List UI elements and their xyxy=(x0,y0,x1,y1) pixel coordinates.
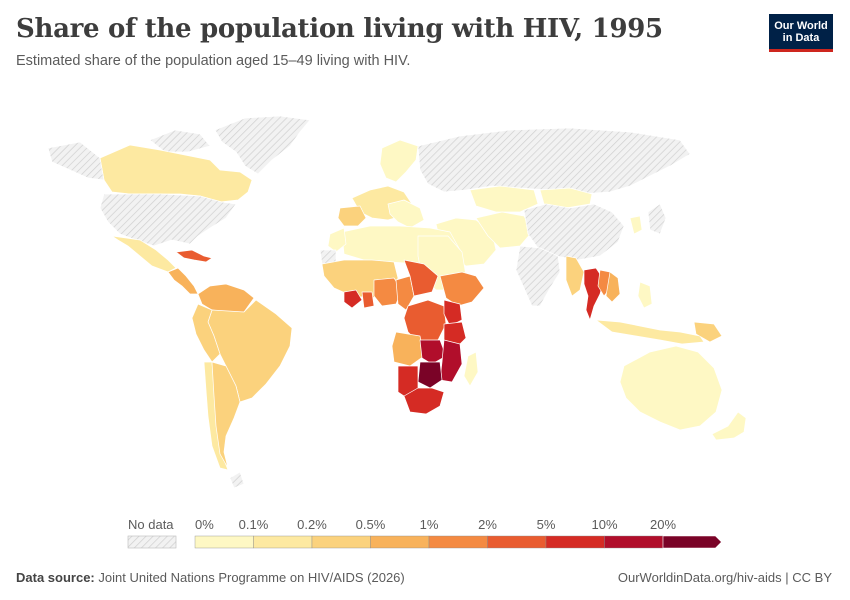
chart-subtitle: Estimated share of the population aged 1… xyxy=(16,53,411,69)
italy-balkans[interactable] xyxy=(387,199,425,229)
angola[interactable] xyxy=(391,331,425,367)
legend-no-data-swatch[interactable] xyxy=(127,535,177,549)
argentina[interactable] xyxy=(211,361,241,469)
malawi-mozambique[interactable] xyxy=(439,339,463,383)
korea[interactable] xyxy=(629,215,643,235)
iberia[interactable] xyxy=(337,205,367,227)
logo-line-1: Our World xyxy=(774,19,828,32)
logo-line-2: in Data xyxy=(782,31,820,44)
legend-threshold-label: 1% xyxy=(420,517,439,532)
legend-threshold-label: 0.1% xyxy=(239,517,269,532)
australia[interactable] xyxy=(619,345,723,431)
legend-bin-3[interactable] xyxy=(370,535,430,549)
vietnam[interactable] xyxy=(605,271,621,303)
legend-threshold-label: 0% xyxy=(195,517,214,532)
peru-bolivia[interactable] xyxy=(191,303,221,363)
source-link[interactable]: OurWorldinData.org/hiv-aids | CC BY xyxy=(617,570,832,585)
legend-bin-1[interactable] xyxy=(253,535,313,549)
arctic-canada-islands[interactable] xyxy=(149,129,211,153)
legend-threshold-label: 20% xyxy=(650,517,676,532)
japan[interactable] xyxy=(647,203,667,235)
legend-bin-6[interactable] xyxy=(545,535,605,549)
legend-no-data-label: No data xyxy=(128,517,174,532)
ghana-togo[interactable] xyxy=(361,291,375,309)
legend-bin-7[interactable] xyxy=(604,535,664,549)
legend-threshold-label: 10% xyxy=(591,517,617,532)
india[interactable] xyxy=(515,245,561,307)
scandinavia[interactable] xyxy=(379,139,419,183)
cameroon[interactable] xyxy=(395,275,415,311)
papua-new-guinea[interactable] xyxy=(693,321,723,343)
madagascar[interactable] xyxy=(463,351,479,387)
legend-threshold-label: 2% xyxy=(478,517,497,532)
malaysia-indonesia[interactable] xyxy=(595,319,705,345)
legend-labels: 0% 0.1% 0.2% 0.5% 1% 2% 5% 10% 20% xyxy=(195,517,676,532)
myanmar[interactable] xyxy=(565,255,585,297)
caribbean[interactable] xyxy=(175,249,213,263)
morocco[interactable] xyxy=(327,227,347,253)
zambia[interactable] xyxy=(419,339,447,365)
legend-bin-0[interactable] xyxy=(194,535,254,549)
russia[interactable] xyxy=(417,127,691,195)
zimbabwe-botswana[interactable] xyxy=(417,361,443,389)
legend-bin-5[interactable] xyxy=(487,535,547,549)
alaska[interactable] xyxy=(47,141,105,181)
legend-threshold-label: 0.5% xyxy=(356,517,386,532)
legend-bin-4[interactable] xyxy=(428,535,488,549)
kazakhstan[interactable] xyxy=(469,185,539,213)
world-map xyxy=(47,115,747,489)
legend-threshold-label: 5% xyxy=(537,517,556,532)
owid-logo[interactable]: Our World in Data xyxy=(769,14,833,52)
ethiopia-somalia[interactable] xyxy=(439,271,485,307)
ivory-coast[interactable] xyxy=(343,289,363,309)
new-zealand[interactable] xyxy=(711,411,747,441)
central-america[interactable] xyxy=(167,267,199,295)
greenland[interactable] xyxy=(214,115,311,175)
south-africa[interactable] xyxy=(403,387,445,415)
united-states[interactable] xyxy=(99,193,237,247)
data-source-label: Data source: xyxy=(16,570,95,585)
mongolia[interactable] xyxy=(539,187,593,209)
legend-bin-2[interactable] xyxy=(311,535,371,549)
legend-threshold-label: 0.2% xyxy=(297,517,327,532)
colombia-venezuela[interactable] xyxy=(197,283,255,313)
canada[interactable] xyxy=(99,144,253,203)
chart-title: Share of the population living with HIV,… xyxy=(16,14,663,44)
legend-bin-8[interactable] xyxy=(662,535,722,549)
philippines[interactable] xyxy=(637,281,653,309)
iran-afghanistan[interactable] xyxy=(475,211,533,249)
color-legend: No data 0% 0.1% 0.2% 0.5% 1% 2% 5% 10% 20% xyxy=(127,517,722,549)
nigeria[interactable] xyxy=(373,277,403,307)
chad-car[interactable] xyxy=(403,259,439,297)
antarctica-edge[interactable] xyxy=(229,471,245,489)
data-source: Data source: Joint United Nations Progra… xyxy=(16,570,405,585)
data-source-text: Joint United Nations Programme on HIV/AI… xyxy=(98,570,405,585)
legend-bins xyxy=(194,535,722,549)
